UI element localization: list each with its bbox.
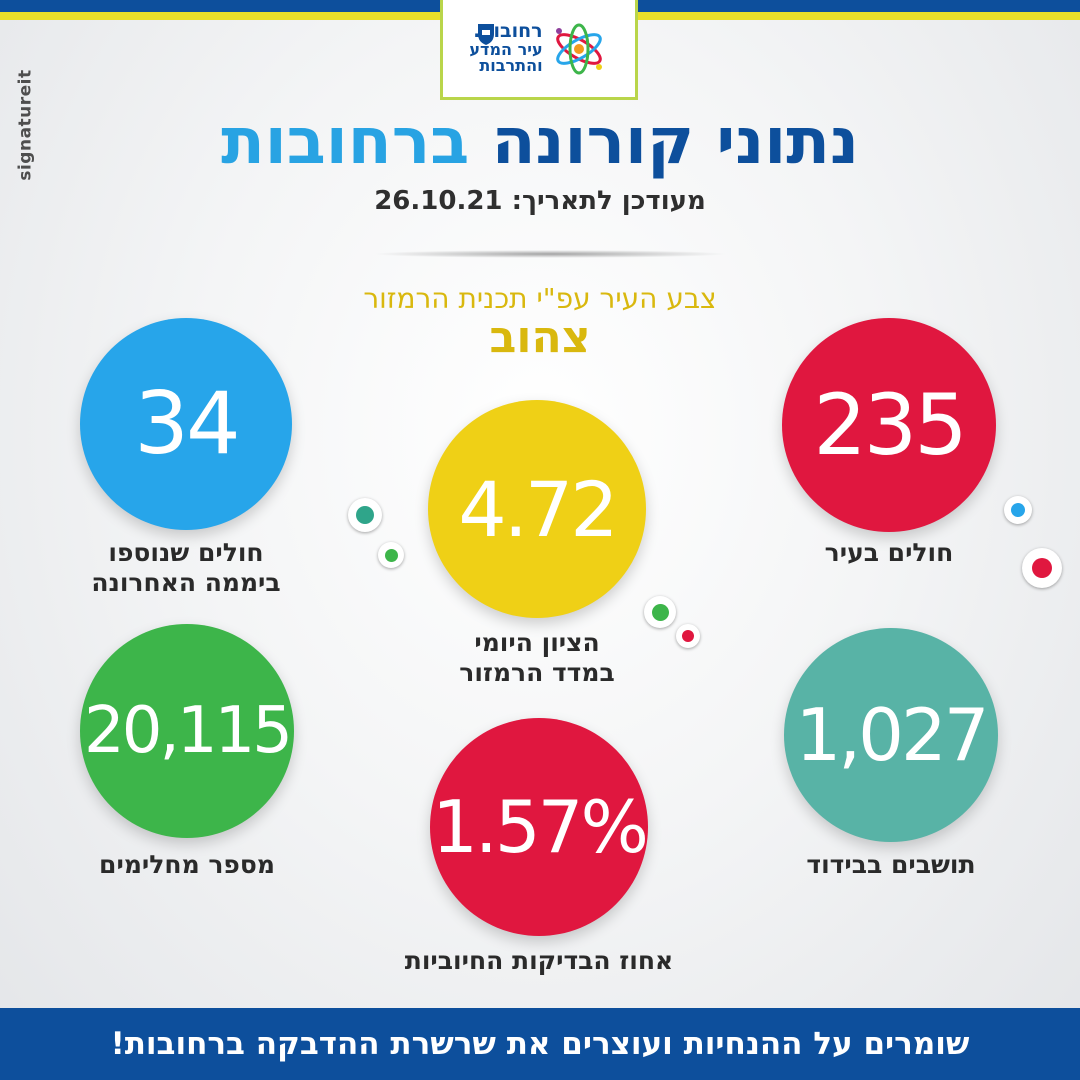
decor-dot-blue-fill [1011,503,1025,517]
footer-banner: שומרים על ההנחיות ועוצרים את שרשרת ההדבק… [0,1008,1080,1080]
daily-score-label-line-1: הציון היומי [474,628,600,657]
daily-score-label-line-2: במדד הרמזור [459,658,615,687]
daily-score-value: 4.72 [458,464,618,554]
decor-dot-green-fill [651,603,669,621]
page-title: נתוני קורונה ברחובות [0,110,1080,174]
decor-dot-red-small-fill [682,630,694,642]
page-title-main: נתוני קורונה [491,105,859,179]
daily-score-label: הציון היומי במדד הרמזור [418,628,656,688]
sick-in-city-label-line: חולים בעיר [824,538,954,567]
decor-dot-blue [1004,496,1032,524]
isolation-label-line: תושבים בבידוד [806,850,976,879]
decor-dot-green [644,596,676,628]
footer-slogan: שומרים על ההנחיות ועוצרים את שרשרת ההדבק… [110,1026,970,1062]
title-divider [372,250,728,258]
sick-in-city-label: חולים בעיר [782,538,996,568]
daily-score-circle: 4.72 [428,400,646,618]
recovered-circle: 20,115 [80,624,294,838]
traffic-light-label: צבע העיר עפ"י תכנית הרמזור [363,282,717,315]
positive-rate-circle: 1.57% [430,718,649,936]
sick-in-city-value: 235 [813,376,967,474]
recovered-value: 20,115 [84,694,293,768]
isolation-circle: 1,027 [784,628,998,842]
logo-line-3: והתרבות [479,56,543,76]
isolation-value: 1,027 [795,693,989,777]
traffic-light-color: צהוב [489,312,591,363]
recovered-label-line: מספר מחלימים [99,850,275,879]
decor-dot-teal-fill [356,506,374,524]
city-logo: רחובות. עיר המדע והתרבות [440,0,638,100]
new-cases-label: חולים שנוספו ביממה האחרונה [66,538,306,598]
logo-line-2: עיר המדע [469,39,543,59]
new-cases-label-line-1: חולים שנוספו [108,538,264,567]
recovered-label: מספר מחלימים [66,850,308,880]
isolation-label: תושבים בבידוד [766,850,1016,880]
decor-dot-red-fill [1032,558,1052,578]
positive-rate-label: אחוז הבדיקות החיוביות [370,946,708,976]
decor-dot-red [1022,548,1062,588]
science-atom-icon [555,23,602,74]
new-cases-value: 34 [134,374,240,474]
page-title-city: ברחובות [221,105,470,179]
decor-dot-green-small [378,542,404,568]
positive-rate-label-line: אחוז הבדיקות החיוביות [404,946,674,975]
city-crest-icon [478,24,494,45]
new-cases-circle: 34 [80,318,292,530]
update-date: מעודכן לתאריך: 26.10.21 [374,186,706,216]
decor-dot-green-small-fill [384,548,398,562]
new-cases-label-line-2: ביממה האחרונה [91,568,281,597]
decor-dot-red-small [676,624,700,648]
decor-dot-teal [348,498,382,532]
sick-in-city-circle: 235 [782,318,996,532]
positive-rate-value: 1.57% [432,785,649,869]
